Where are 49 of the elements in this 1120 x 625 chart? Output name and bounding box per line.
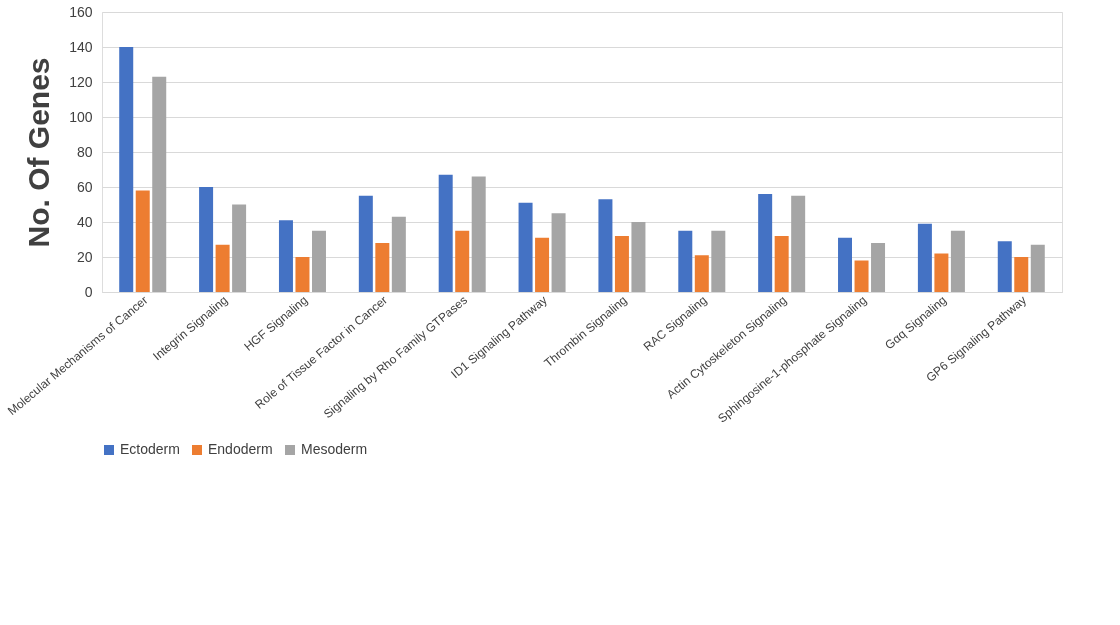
bar xyxy=(551,213,566,292)
bar xyxy=(358,195,373,292)
bar xyxy=(391,216,406,292)
bar xyxy=(278,220,293,292)
bar xyxy=(152,76,167,292)
bar xyxy=(838,237,853,292)
legend-label: Ectoderm xyxy=(120,441,180,457)
bar xyxy=(997,241,1012,292)
y-tick-label: 120 xyxy=(69,73,93,90)
bar xyxy=(950,230,965,292)
bar xyxy=(518,202,533,292)
bar xyxy=(535,237,550,292)
y-axis-title: No. Of Genes xyxy=(22,57,56,248)
bar xyxy=(694,255,709,292)
bar xyxy=(774,236,789,292)
bar xyxy=(1014,257,1029,292)
bar xyxy=(758,194,773,292)
bar xyxy=(311,230,326,292)
bar xyxy=(598,199,613,292)
y-tick-label: 160 xyxy=(69,3,93,20)
bar xyxy=(455,230,470,292)
bar xyxy=(438,174,453,292)
bar xyxy=(711,230,726,292)
y-tick-label: 100 xyxy=(69,108,93,125)
bar xyxy=(917,223,932,292)
y-tick-label: 80 xyxy=(76,143,93,160)
bar xyxy=(934,253,949,292)
y-tick-label: 20 xyxy=(76,248,93,265)
bar xyxy=(614,236,629,292)
legend-label: Mesoderm xyxy=(301,441,368,457)
bar xyxy=(215,244,230,292)
bar xyxy=(119,47,134,292)
bar xyxy=(375,243,390,292)
bar xyxy=(791,195,806,292)
bar xyxy=(135,190,150,292)
y-tick-label: 140 xyxy=(69,38,93,55)
bar xyxy=(678,230,693,292)
legend-label: Endoderm xyxy=(208,441,273,457)
bar xyxy=(1030,244,1045,292)
bar xyxy=(471,176,486,292)
bar xyxy=(871,243,886,292)
bar xyxy=(232,204,247,292)
y-tick-label: 60 xyxy=(76,178,93,195)
bar xyxy=(631,222,646,292)
bar xyxy=(854,260,869,292)
y-tick-label: 0 xyxy=(84,283,93,300)
bar xyxy=(295,257,310,292)
bar xyxy=(199,187,214,292)
y-tick-label: 40 xyxy=(76,213,93,230)
